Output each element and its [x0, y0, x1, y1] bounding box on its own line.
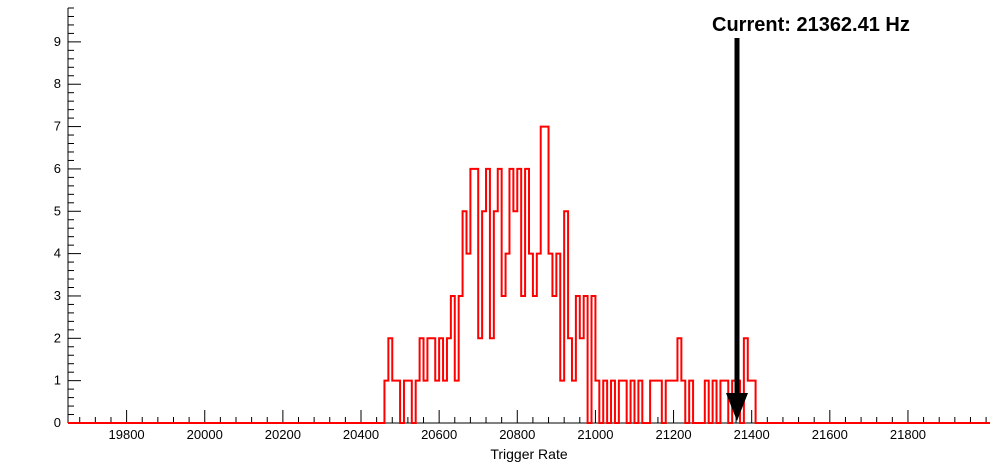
x-tick-label: 20000: [187, 427, 223, 442]
y-tick-label: 6: [54, 161, 61, 176]
y-tick-label: 2: [54, 330, 61, 345]
x-tick-label: 21400: [734, 427, 770, 442]
current-rate-arrow-head: [726, 393, 749, 421]
y-tick-label: 5: [54, 203, 61, 218]
x-tick-label: 21800: [890, 427, 926, 442]
x-tick-label: 19800: [109, 427, 145, 442]
current-rate-label: Current: 21362.41 Hz: [712, 14, 910, 36]
y-tick-label: 4: [54, 246, 61, 261]
y-tick-label: 1: [54, 373, 61, 388]
x-tick-label: 20600: [421, 427, 457, 442]
y-tick-label: 3: [54, 288, 61, 303]
x-tick-label: 20200: [265, 427, 301, 442]
y-tick-label: 7: [54, 119, 61, 134]
x-tick-label: 20800: [499, 427, 535, 442]
x-tick-label: 21000: [577, 427, 613, 442]
histogram-step-line: [68, 125, 990, 424]
y-tick-label: 0: [54, 415, 61, 430]
x-tick-label: 21600: [812, 427, 848, 442]
y-tick-label: 8: [54, 76, 61, 91]
y-tick-label: 9: [54, 34, 61, 49]
x-tick-label: 20400: [343, 427, 379, 442]
x-axis-title: Trigger Rate: [490, 446, 568, 462]
x-tick-label: 21200: [655, 427, 691, 442]
